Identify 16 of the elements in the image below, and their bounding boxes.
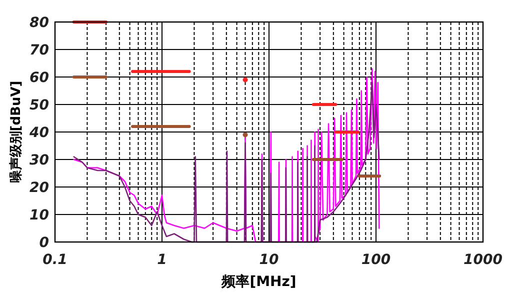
y-tick-label: 40 xyxy=(28,125,50,141)
y-tick-label: 80 xyxy=(30,15,50,31)
y-tick-label: 60 xyxy=(30,70,50,86)
x-axis-title: 频率[MHz] xyxy=(220,273,296,290)
x-tick-label: 1 xyxy=(157,252,167,268)
y-tick-label: 0 xyxy=(39,235,50,251)
x-tick-label: 100 xyxy=(361,252,391,268)
y-tick-label: 50 xyxy=(30,98,50,114)
x-tick-label: 0.1 xyxy=(42,252,68,268)
y-axis-title: 噪声级别[dBuV] xyxy=(9,80,24,184)
y-tick-label: 70 xyxy=(30,42,50,58)
y-tick-label: 30 xyxy=(30,152,50,168)
x-tick-label: 1000 xyxy=(464,252,503,268)
y-tick-label: 10 xyxy=(30,208,50,224)
x-tick-label: 10 xyxy=(259,252,279,268)
y-tick-label: 20 xyxy=(30,180,50,196)
